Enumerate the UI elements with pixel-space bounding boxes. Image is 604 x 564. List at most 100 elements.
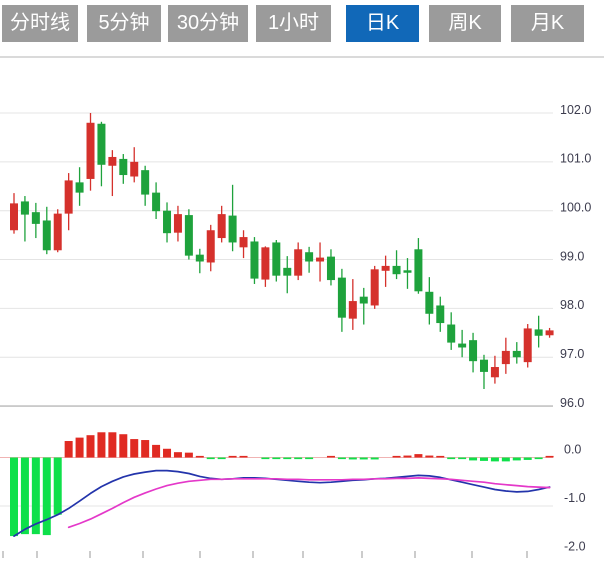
macd-bar-down [217, 457, 226, 460]
macd-bar-up [141, 440, 150, 458]
candle-up [316, 257, 325, 262]
macd-bar-down [10, 457, 18, 537]
candle-down [534, 329, 543, 336]
macd-bar-up [97, 432, 106, 458]
candle-down [469, 340, 478, 362]
candle-down [436, 305, 445, 324]
tab-weekly-k[interactable]: 周K [429, 5, 501, 42]
candle-down [458, 343, 467, 348]
candle-down [20, 201, 29, 215]
macd-bar-down [42, 457, 51, 536]
candle-down [152, 192, 161, 212]
candle-up [381, 265, 390, 271]
candle-up [294, 249, 303, 276]
tab-30min[interactable]: 30分钟 [168, 5, 248, 42]
candle-up [86, 122, 95, 179]
tab-daily-k[interactable]: 日K [346, 5, 419, 42]
macd-bar-down [501, 457, 510, 462]
macd-bar-up [130, 439, 139, 458]
macd-bar-up [403, 455, 412, 458]
candle-down [97, 123, 106, 165]
candle-down [141, 170, 150, 195]
candle-down [119, 158, 128, 176]
candle-down [272, 242, 281, 276]
price-axis-label: 101.0 [560, 152, 591, 166]
candle-down [42, 220, 51, 251]
macd-bar-down [359, 457, 368, 460]
candle-up [545, 330, 554, 336]
candle-down [326, 256, 335, 281]
macd-bar-up [184, 452, 193, 458]
macd-bar-down [490, 457, 499, 462]
macd-bar-up [425, 455, 434, 458]
candle-up [217, 214, 226, 239]
candle-down [75, 182, 84, 193]
macd-bar-down [534, 457, 543, 460]
macd-bar-down [283, 457, 292, 460]
macd-axis-label: 0.0 [564, 442, 581, 456]
price-axis-label: 96.0 [560, 396, 584, 410]
tab-monthly-k[interactable]: 月K [511, 5, 584, 42]
candle-down [195, 254, 204, 262]
candle-down [184, 215, 193, 256]
macd-bar-down [261, 457, 270, 460]
candle-down [392, 265, 401, 275]
dea-line [67, 477, 551, 529]
macd-bar-down [512, 457, 521, 461]
price-axis-label: 102.0 [560, 103, 591, 117]
candle-up [501, 350, 510, 365]
macd-bar-down [523, 457, 532, 460]
macd-bar-down [458, 457, 467, 460]
macd-bar-down [447, 457, 456, 460]
macd-bar-up [64, 441, 73, 458]
macd-bar-down [53, 457, 62, 515]
macd-bar-up [86, 435, 95, 458]
candle-down [414, 249, 423, 292]
candle-down [512, 350, 521, 358]
candle-down [447, 324, 456, 343]
candle-up [130, 161, 139, 177]
macd-bar-up [392, 455, 401, 458]
candle-up [64, 180, 73, 214]
candle-up [108, 156, 117, 166]
candle-down [359, 296, 368, 304]
candles-layer [10, 113, 554, 390]
candle-up [370, 269, 379, 306]
price-axis-label: 98.0 [560, 298, 584, 312]
candle-down [250, 241, 259, 279]
macd-bar-up [163, 448, 172, 458]
macd-bar-up [195, 455, 204, 458]
candle-down [163, 210, 172, 234]
candle-up [53, 213, 62, 251]
candle-down [283, 267, 292, 276]
macd-bar-down [272, 457, 281, 460]
macd-bar-up [414, 454, 423, 458]
candle-up [173, 214, 182, 233]
macd-bar-up [239, 455, 248, 458]
macd-bar-down [206, 457, 215, 460]
candle-up [523, 328, 532, 363]
candle-up [348, 301, 357, 319]
macd-bar-up [326, 455, 335, 458]
period-tabbar: 分时线 5分钟 30分钟 1小时 日K 周K 月K [2, 5, 584, 42]
candle-up [10, 203, 18, 231]
candle-up [206, 230, 215, 263]
macd-bar-down [305, 457, 314, 460]
candle-down [31, 212, 40, 224]
tab-timeline[interactable]: 分时线 [2, 5, 78, 42]
candle-down [305, 252, 314, 262]
macd-bar-up [119, 434, 128, 458]
price-axis-label: 100.0 [560, 200, 591, 214]
candle-up [261, 247, 270, 280]
candle-down [228, 215, 237, 243]
candle-up [239, 237, 248, 248]
candle-down [479, 359, 488, 372]
tab-1hour[interactable]: 1小时 [256, 5, 331, 42]
macd-axis-label: -1.0 [564, 491, 586, 505]
macd-bar-down [348, 457, 357, 460]
candle-down [425, 291, 434, 314]
tab-5min[interactable]: 5分钟 [87, 5, 161, 42]
macd-histogram [10, 432, 554, 537]
